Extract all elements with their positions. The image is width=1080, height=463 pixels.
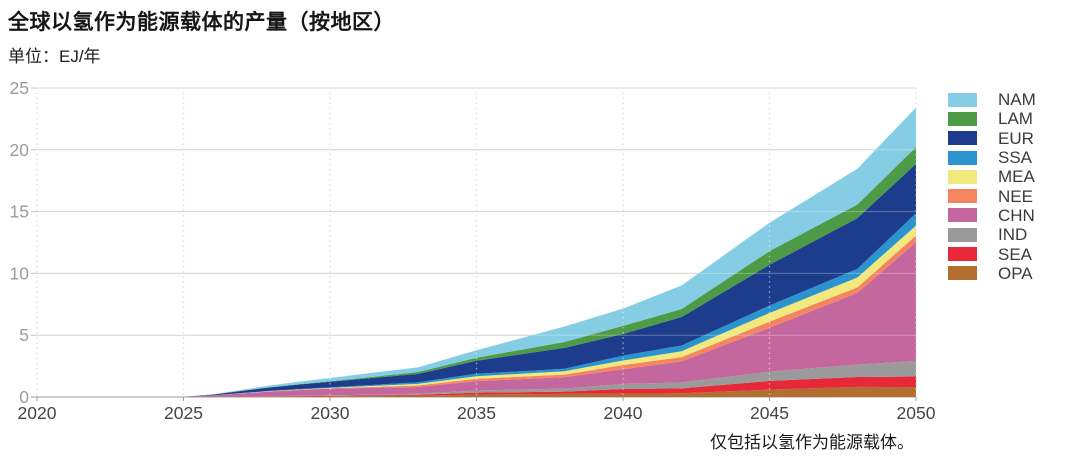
legend-label-NAM: NAM — [998, 90, 1036, 110]
legend-item-NAM: NAM — [948, 90, 1036, 109]
legend-item-LAM: LAM — [948, 109, 1036, 128]
legend-label-EUR: EUR — [998, 128, 1034, 148]
x-tick-label-2030: 2030 — [311, 403, 350, 423]
area-EUR — [37, 163, 916, 397]
x-tick-label-2025: 2025 — [164, 403, 203, 423]
legend-item-SSA: SSA — [948, 148, 1036, 167]
legend-swatch-MEA — [948, 169, 977, 184]
legend-label-CHN: CHN — [998, 205, 1035, 225]
y-tick-label-0: 0 — [19, 387, 29, 407]
area-OPA — [37, 386, 916, 397]
legend-item-OPA: OPA — [948, 264, 1036, 283]
legend-swatch-OPA — [948, 266, 977, 281]
y-tick-label-5: 5 — [19, 325, 29, 345]
legend-label-OPA: OPA — [998, 263, 1033, 283]
legend-item-EUR: EUR — [948, 129, 1036, 148]
legend-item-IND: IND — [948, 225, 1036, 244]
legend-item-NEE: NEE — [948, 186, 1036, 205]
legend-label-SSA: SSA — [998, 148, 1033, 168]
legend-label-NEE: NEE — [998, 186, 1033, 206]
legend-swatch-SEA — [948, 247, 977, 262]
x-tick-label-2050: 2050 — [897, 403, 936, 423]
y-tick-label-25: 25 — [10, 78, 29, 98]
legend-swatch-CHN — [948, 208, 977, 223]
legend-swatch-EUR — [948, 131, 977, 146]
area-SEA — [37, 376, 916, 397]
legend-swatch-NAM — [948, 92, 977, 107]
legend-label-IND: IND — [998, 225, 1028, 245]
legend-label-MEA: MEA — [998, 167, 1035, 187]
x-tick-label-2020: 2020 — [18, 403, 57, 423]
x-tick-label-2045: 2045 — [750, 403, 789, 423]
area-IND — [37, 360, 916, 397]
legend: NAM LAM EUR SSA MEA NEE CHN IND SEA OPA — [948, 90, 1036, 283]
unit-label: 单位：EJ/年 — [8, 47, 101, 66]
chart-title: 全球以氢作为能源载体的产量（按地区） — [8, 11, 395, 34]
x-tick-label-2035: 2035 — [457, 403, 496, 423]
area-LAM — [37, 147, 916, 397]
legend-item-MEA: MEA — [948, 167, 1036, 186]
area-NAM — [37, 107, 916, 397]
legend-swatch-NEE — [948, 189, 977, 204]
legend-swatch-SSA — [948, 150, 977, 165]
chart-footnote: 仅包括以氢作为能源载体。 — [710, 433, 914, 452]
area-CHN — [37, 242, 916, 397]
y-tick-label-15: 15 — [10, 202, 29, 222]
legend-label-SEA: SEA — [998, 244, 1033, 264]
x-tick-label-2040: 2040 — [604, 403, 643, 423]
y-tick-label-20: 20 — [10, 140, 30, 160]
legend-swatch-LAM — [948, 111, 977, 126]
y-tick-label-10: 10 — [10, 263, 30, 283]
legend-label-LAM: LAM — [998, 109, 1033, 129]
legend-item-SEA: SEA — [948, 244, 1036, 263]
legend-swatch-IND — [948, 227, 977, 242]
legend-item-CHN: CHN — [948, 206, 1036, 225]
